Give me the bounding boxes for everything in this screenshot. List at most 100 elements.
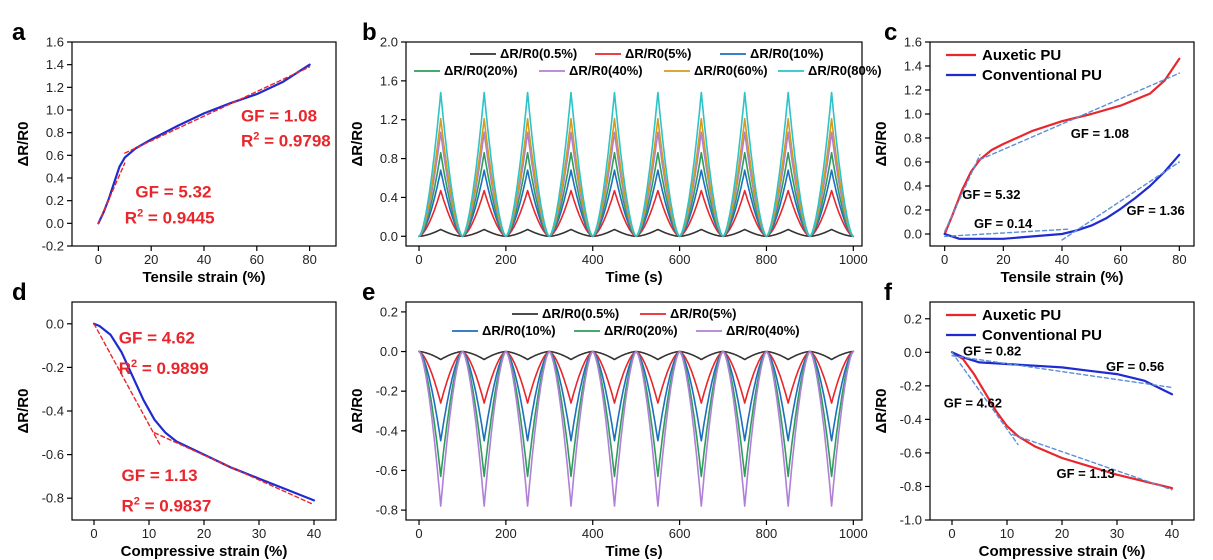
legend-label: ΔR/R0(0.5%) [500,46,577,61]
legend-label: ΔR/R0(5%) [625,46,691,61]
legend-label: Auxetic PU [982,307,1061,324]
annotation: GF = 0.56 [1106,359,1164,374]
y-tick-label: 0.4 [904,179,922,194]
y-tick-label: 1.2 [46,80,64,95]
series-line [418,131,855,238]
y-tick-label: 0.8 [380,151,398,166]
fit-line [944,154,981,233]
panel-b: 0 200 400 600 800 1000 0.0 0.4 0.8 1.2 1.6 2.0 Time … [349,19,882,286]
y-tick-label: 0.8 [904,131,922,146]
fit-line [979,72,1181,161]
panel-letter: f [884,279,893,306]
fit-line [951,351,1019,446]
y-axis-label: ΔR/R0 [873,122,890,167]
y-tick-label: 0.2 [904,311,922,326]
x-tick-label: 30 [1110,526,1124,541]
legend-label: ΔR/R0(20%) [604,323,678,338]
x-tick-label: 80 [1172,252,1186,267]
series-line [418,350,855,361]
legend-label: ΔR/R0(5%) [670,306,736,321]
x-tick-label: 0 [415,252,422,267]
panel-letter: a [12,19,26,46]
legend-label: ΔR/R0(10%) [750,46,824,61]
y-axis-label: ΔR/R0 [15,122,32,167]
y-tick-label: -0.6 [376,463,398,478]
y-tick-label: 0.6 [46,148,64,163]
fit-line [944,228,1069,238]
y-tick-label: -0.4 [42,404,64,419]
series-line [418,91,855,238]
y-tick-label: 1.6 [904,35,922,50]
fit-line [951,355,1173,389]
plot-area [418,350,855,507]
panel-letter: b [362,19,377,46]
x-tick-label: 10 [142,526,156,541]
y-axis-label: ΔR/R0 [349,122,366,167]
series-line [418,151,855,238]
x-tick-label: 30 [252,526,266,541]
y-tick-label: -0.8 [376,503,398,518]
x-axis-label: Compressive strain (%) [979,543,1146,560]
x-tick-label: 40 [1055,252,1069,267]
plot-area [950,351,1174,491]
panel-letter: d [12,279,27,306]
legend-label: ΔR/R0(10%) [482,323,556,338]
y-tick-label: -0.6 [900,445,922,460]
x-tick-label: 1000 [839,252,868,267]
y-tick-label: 0.2 [380,304,398,319]
y-axis-label: ΔR/R0 [349,389,366,434]
x-axis-label: Tensile strain (%) [1000,269,1123,286]
y-tick-label: -0.4 [900,412,922,427]
y-tick-label: 0.2 [46,193,64,208]
panel-letter: e [362,279,375,306]
annotation: GF = 4.62 [944,396,1002,411]
y-tick-label: -1.0 [900,513,922,528]
y-tick-label: 0.0 [46,216,64,231]
series-line [950,351,1174,396]
legend-label: Conventional PU [982,327,1102,344]
annotation: GF = 5.32 [135,182,211,201]
y-tick-label: -0.2 [376,384,398,399]
y-tick-label: 1.6 [380,73,398,88]
x-tick-label: 0 [415,526,422,541]
plot-area [92,322,316,506]
y-tick-label: 0.0 [904,227,922,242]
y-tick-label: 0.0 [46,316,64,331]
y-tick-label: 0.6 [904,155,922,170]
series-line [92,322,316,502]
plot-frame [405,301,863,521]
y-tick-label: 1.2 [904,83,922,98]
plot-area [97,63,311,225]
y-tick-label: 0.4 [380,190,398,205]
annotation: R2 = 0.9899 [119,358,209,378]
x-tick-label: 0 [941,252,948,267]
x-tick-label: 40 [307,526,321,541]
x-tick-label: 0 [95,252,102,267]
y-tick-label: -0.6 [42,447,64,462]
series-line [950,351,1174,490]
x-axis-label: Compressive strain (%) [121,543,288,560]
y-tick-label: 0.0 [380,344,398,359]
x-tick-label: 0 [90,526,97,541]
x-tick-label: 200 [495,526,517,541]
y-tick-label: 1.4 [46,57,64,72]
x-tick-label: 60 [250,252,264,267]
annotation: GF = 4.62 [119,328,195,347]
annotation: R2 = 0.9798 [241,130,331,150]
y-tick-label: 0.0 [380,229,398,244]
legend-label: ΔR/R0(0.5%) [542,306,619,321]
fit-line [97,162,126,225]
x-tick-label: 800 [756,526,778,541]
x-tick-label: 20 [197,526,211,541]
fit-line [1011,433,1173,491]
plot-area [418,91,855,238]
x-tick-label: 60 [1113,252,1127,267]
y-tick-label: 1.6 [46,35,64,50]
y-tick-label: 0.8 [46,125,64,140]
y-tick-label: -0.8 [42,491,64,506]
legend-label: Conventional PU [982,67,1102,84]
annotation: GF = 1.08 [1071,126,1129,141]
panel-d: 0 10 20 30 40 -0.8 -0.6 -0.4 -0.2 0.0 Compressive … [12,279,337,560]
legend-label: ΔR/R0(20%) [444,63,518,78]
